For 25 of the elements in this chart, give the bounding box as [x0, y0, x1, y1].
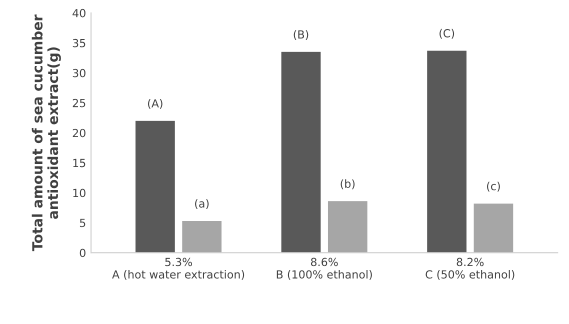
- data-label: (C): [440, 28, 454, 39]
- x-tick-label: 5.3% A (hot water extraction): [112, 258, 244, 280]
- bar: [474, 204, 514, 253]
- data-label: (c): [487, 182, 500, 192]
- y-tick-label: 15: [73, 158, 86, 168]
- x-tick-label: 8.6% B (100% ethanol): [276, 258, 372, 280]
- y-tick-label: 40: [72, 8, 86, 18]
- y-axis-title: Total amount of sea cucumber antioxidant extract(g): [32, 14, 61, 252]
- bar: [281, 52, 321, 253]
- data-label: (B): [294, 30, 308, 40]
- bar: [427, 50, 466, 253]
- y-tick-label: 5: [80, 218, 86, 228]
- y-tick-label: 20: [72, 128, 86, 138]
- data-label: (a): [195, 199, 209, 209]
- y-tick-label: 25: [72, 98, 86, 108]
- bar: [182, 220, 222, 253]
- data-label: (A): [148, 99, 162, 109]
- y-tick-label: 30: [72, 68, 86, 78]
- bar: [328, 201, 368, 253]
- data-label: (b): [340, 179, 355, 190]
- y-tick-label: 0: [80, 248, 86, 258]
- y-tick-label: 10: [73, 188, 86, 198]
- bar: [136, 120, 175, 253]
- x-tick-label: 8.2% C (50% ethanol): [426, 258, 514, 280]
- y-tick-label: 35: [72, 38, 86, 48]
